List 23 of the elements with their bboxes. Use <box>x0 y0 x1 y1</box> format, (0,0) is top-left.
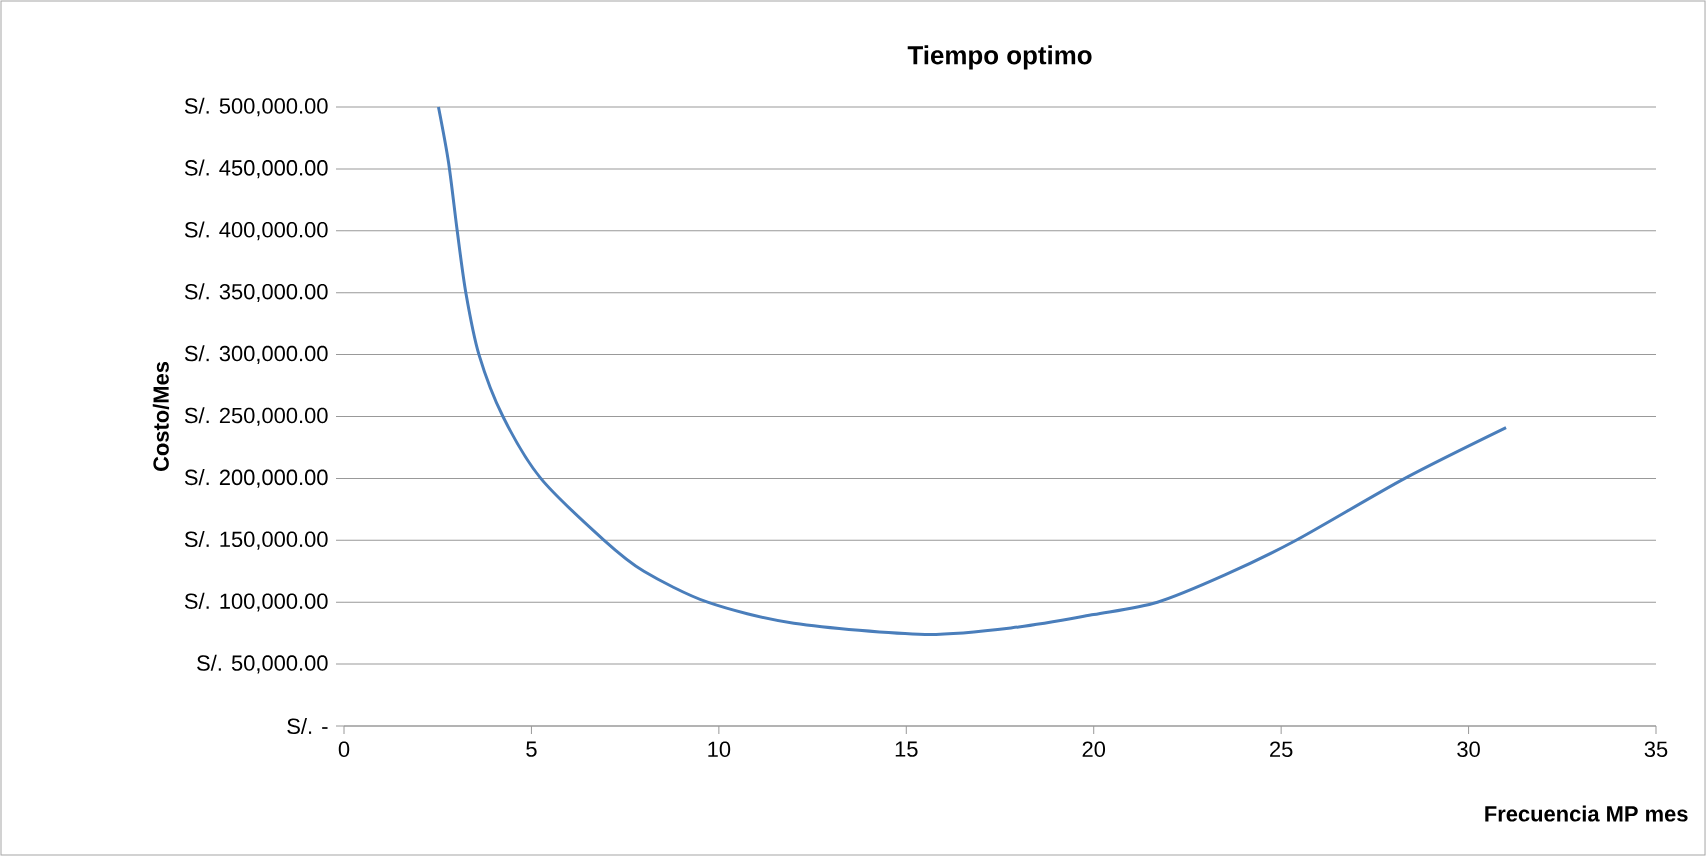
x-tick-label: 5 <box>526 741 537 757</box>
y-axis-title: Costo/Mes <box>152 361 170 471</box>
x-tick-label: 25 <box>1270 741 1293 758</box>
x-tick-label: 15 <box>895 741 918 757</box>
y-tick-label: S/. 500,000.00 <box>184 97 328 117</box>
x-tick-label: 20 <box>1082 741 1106 758</box>
y-tick-label: S/. 450,000.00 <box>184 159 328 179</box>
line-series <box>436 105 1508 636</box>
x-axis-title: Frecuencia MP mes <box>1485 805 1688 822</box>
chart-title: Tiempo optimo <box>907 45 1092 70</box>
x-tick-label: 30 <box>1457 741 1480 758</box>
y-tick-label: S/. 350,000.00 <box>184 283 328 303</box>
y-tick-label: S/. 100,000.00 <box>184 592 328 612</box>
y-tick-label: S/. 50,000.00 <box>197 654 328 674</box>
x-tick-label: 35 <box>1644 741 1668 758</box>
y-tick-label: S/. 250,000.00 <box>184 407 328 426</box>
y-tick-label: S/. 200,000.00 <box>184 469 328 488</box>
y-tick-label: S/. 400,000.00 <box>184 221 328 241</box>
y-tick-label: S/. - <box>287 717 328 735</box>
x-tick-label: 0 <box>338 741 350 758</box>
y-tick-label: S/. 300,000.00 <box>184 345 328 364</box>
y-tick-label: S/. 150,000.00 <box>184 530 328 550</box>
x-tick-label: 10 <box>708 741 731 758</box>
